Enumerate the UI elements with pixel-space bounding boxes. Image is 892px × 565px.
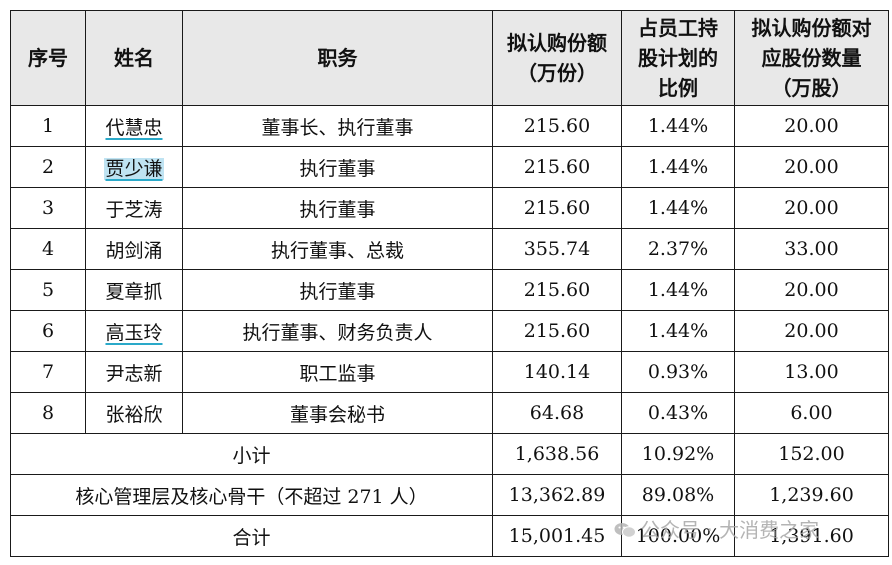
header-shares-line2: （万份） (517, 61, 597, 85)
cell-stock: 20.00 (734, 269, 889, 311)
cell-stock: 20.00 (734, 310, 889, 352)
header-name: 姓名 (85, 10, 183, 106)
cell-ratio: 1.44% (621, 105, 735, 147)
core-staff-label: 核心管理层及核心骨干（不超过 271 人） (10, 474, 493, 516)
cell-name: 高玉玲 (85, 310, 183, 352)
core-staff-row: 核心管理层及核心骨干（不超过 271 人） 13,362.89 89.08% 1… (10, 474, 889, 516)
cell-position: 执行董事 (182, 269, 493, 311)
cell-stock: 13.00 (734, 351, 889, 393)
cell-shares: 215.60 (492, 187, 622, 229)
cell-name: 于芝涛 (85, 187, 183, 229)
cell-name: 尹志新 (85, 351, 183, 393)
cell-no: 7 (10, 351, 86, 393)
cell-shares: 355.74 (492, 228, 622, 270)
cell-shares: 64.68 (492, 392, 622, 434)
cell-name: 贾少谦 (85, 146, 183, 188)
core-staff-shares: 13,362.89 (492, 474, 622, 516)
name-link[interactable]: 高玉玲 (105, 321, 163, 344)
cell-no: 6 (10, 310, 86, 352)
table-row: 8 张裕欣 董事会秘书 64.68 0.43% 6.00 (10, 392, 889, 434)
name-link[interactable]: 代慧忠 (105, 116, 163, 139)
total-ratio: 100.00% (621, 515, 735, 557)
subtotal-stock: 152.00 (734, 433, 889, 475)
total-row: 合计 15,001.45 100.00% 1,391.60 (10, 515, 889, 557)
cell-name: 代慧忠 (85, 105, 183, 147)
header-row: 序号 姓名 职务 拟认购份额 （万份） 占员工持 股计划的 比例 拟认购份额对 … (10, 10, 889, 106)
cell-no: 2 (10, 146, 86, 188)
header-stock-line3: （万股） (771, 76, 852, 100)
esop-allocation-table: 序号 姓名 职务 拟认购份额 （万份） 占员工持 股计划的 比例 拟认购份额对 … (10, 10, 889, 557)
cell-ratio: 1.44% (621, 187, 735, 229)
header-stock-line2: 应股份数量 (761, 46, 862, 70)
header-no: 序号 (10, 10, 86, 106)
cell-ratio: 1.44% (621, 269, 735, 311)
table-row: 1 代慧忠 董事长、执行董事 215.60 1.44% 20.00 (10, 105, 889, 147)
cell-no: 4 (10, 228, 86, 270)
header-shares-line1: 拟认购份额 (507, 31, 607, 55)
cell-shares: 140.14 (492, 351, 622, 393)
header-ratio: 占员工持 股计划的 比例 (621, 10, 735, 106)
table-row: 7 尹志新 职工监事 140.14 0.93% 13.00 (10, 351, 889, 393)
cell-stock: 6.00 (734, 392, 889, 434)
cell-ratio: 0.43% (621, 392, 735, 434)
subtotal-row: 小计 1,638.56 10.92% 152.00 (10, 433, 889, 475)
cell-shares: 215.60 (492, 146, 622, 188)
table-row: 6 高玉玲 执行董事、财务负责人 215.60 1.44% 20.00 (10, 310, 889, 352)
table-row: 3 于芝涛 执行董事 215.60 1.44% 20.00 (10, 187, 889, 229)
cell-position: 董事会秘书 (182, 392, 493, 434)
cell-no: 8 (10, 392, 86, 434)
header-stock-line1: 拟认购份额对 (751, 16, 872, 40)
total-shares: 15,001.45 (492, 515, 622, 557)
cell-stock: 33.00 (734, 228, 889, 270)
cell-shares: 215.60 (492, 269, 622, 311)
cell-stock: 20.00 (734, 146, 889, 188)
table-container: 序号 姓名 职务 拟认购份额 （万份） 占员工持 股计划的 比例 拟认购份额对 … (10, 10, 889, 557)
total-label: 合计 (10, 515, 493, 557)
header-position: 职务 (182, 10, 493, 106)
name-link-selected[interactable]: 贾少谦 (104, 157, 164, 180)
cell-ratio: 2.37% (621, 228, 735, 270)
header-ratio-line1: 占员工持 (638, 16, 718, 40)
cell-position: 执行董事 (182, 187, 493, 229)
cell-ratio: 1.44% (621, 310, 735, 352)
header-ratio-line3: 比例 (658, 76, 698, 100)
cell-name: 胡剑涌 (85, 228, 183, 270)
cell-ratio: 0.93% (621, 351, 735, 393)
subtotal-shares: 1,638.56 (492, 433, 622, 475)
cell-no: 5 (10, 269, 86, 311)
header-shares: 拟认购份额 （万份） (492, 10, 622, 106)
cell-shares: 215.60 (492, 310, 622, 352)
table-row: 5 夏章抓 执行董事 215.60 1.44% 20.00 (10, 269, 889, 311)
cell-position: 董事长、执行董事 (182, 105, 493, 147)
cell-position: 执行董事 (182, 146, 493, 188)
cell-stock: 20.00 (734, 187, 889, 229)
cell-no: 3 (10, 187, 86, 229)
subtotal-label: 小计 (10, 433, 493, 475)
core-staff-ratio: 89.08% (621, 474, 735, 516)
subtotal-ratio: 10.92% (621, 433, 735, 475)
cell-position: 执行董事、财务负责人 (182, 310, 493, 352)
cell-position: 职工监事 (182, 351, 493, 393)
table-row: 4 胡剑涌 执行董事、总裁 355.74 2.37% 33.00 (10, 228, 889, 270)
header-ratio-line2: 股计划的 (638, 46, 718, 70)
cell-shares: 215.60 (492, 105, 622, 147)
cell-position: 执行董事、总裁 (182, 228, 493, 270)
cell-ratio: 1.44% (621, 146, 735, 188)
cell-stock: 20.00 (734, 105, 889, 147)
cell-name: 张裕欣 (85, 392, 183, 434)
table-row: 2 贾少谦 执行董事 215.60 1.44% 20.00 (10, 146, 889, 188)
total-stock: 1,391.60 (734, 515, 889, 557)
core-staff-stock: 1,239.60 (734, 474, 889, 516)
header-stock: 拟认购份额对 应股份数量 （万股） (734, 10, 889, 106)
cell-no: 1 (10, 105, 86, 147)
cell-name: 夏章抓 (85, 269, 183, 311)
